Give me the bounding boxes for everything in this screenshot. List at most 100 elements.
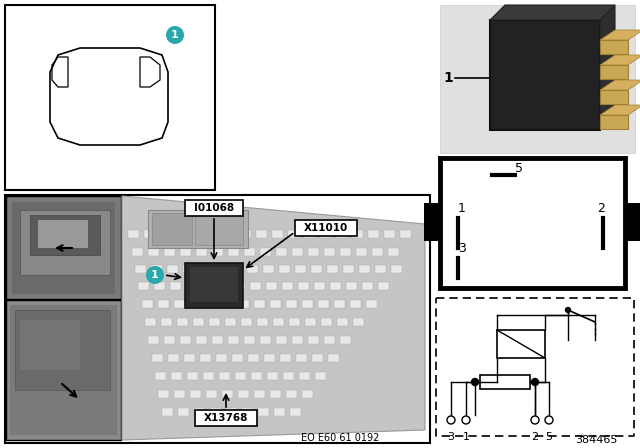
Bar	[304, 230, 315, 238]
Bar	[424, 203, 440, 241]
Bar	[161, 318, 172, 326]
Bar	[368, 230, 379, 238]
Bar	[336, 230, 347, 238]
Bar	[315, 372, 326, 380]
Text: X11010: X11010	[304, 223, 348, 233]
Bar	[180, 248, 191, 256]
Bar	[203, 372, 214, 380]
Bar	[276, 336, 287, 344]
Bar	[600, 90, 628, 104]
Bar	[270, 300, 281, 308]
Bar	[264, 354, 275, 362]
Bar	[176, 230, 187, 238]
Bar	[353, 318, 364, 326]
Polygon shape	[600, 30, 640, 40]
Polygon shape	[600, 55, 640, 65]
Bar	[260, 248, 271, 256]
Bar	[625, 203, 640, 241]
Bar	[195, 213, 243, 245]
Bar	[192, 230, 203, 238]
Bar	[209, 318, 220, 326]
Bar	[295, 265, 306, 273]
Bar	[324, 336, 335, 344]
Bar	[202, 282, 213, 290]
Circle shape	[472, 379, 479, 385]
Bar	[391, 265, 402, 273]
Bar	[148, 248, 159, 256]
Bar	[305, 318, 316, 326]
Bar	[356, 248, 367, 256]
Bar	[38, 220, 88, 248]
Bar	[128, 230, 139, 238]
Bar	[247, 265, 258, 273]
Bar	[318, 300, 329, 308]
Bar	[148, 336, 159, 344]
Bar	[295, 220, 357, 236]
Bar	[244, 248, 255, 256]
Bar	[162, 408, 173, 416]
Bar	[378, 282, 389, 290]
Bar	[320, 230, 331, 238]
Bar	[183, 265, 194, 273]
Bar	[346, 282, 357, 290]
Bar	[187, 372, 198, 380]
Bar	[258, 408, 269, 416]
Bar	[274, 408, 285, 416]
Bar	[242, 408, 253, 416]
Bar	[440, 5, 635, 153]
Text: 5: 5	[545, 432, 552, 442]
Bar	[273, 318, 284, 326]
Bar	[311, 265, 322, 273]
Bar	[296, 354, 307, 362]
Bar	[194, 408, 205, 416]
Text: X13768: X13768	[204, 413, 248, 423]
Bar	[280, 354, 291, 362]
Bar	[185, 263, 243, 308]
Text: EO E60 61 0192: EO E60 61 0192	[301, 433, 379, 443]
Text: 1: 1	[444, 71, 453, 85]
Bar	[327, 265, 338, 273]
Bar	[292, 336, 303, 344]
Circle shape	[531, 379, 538, 385]
Bar	[321, 318, 332, 326]
Bar	[289, 318, 300, 326]
Bar	[168, 354, 179, 362]
Bar	[174, 390, 185, 398]
Bar	[302, 390, 313, 398]
Bar	[196, 336, 207, 344]
Circle shape	[447, 416, 455, 424]
Bar	[238, 390, 249, 398]
Bar	[250, 282, 261, 290]
Bar	[212, 248, 223, 256]
Bar	[12, 202, 115, 294]
Bar	[225, 318, 236, 326]
Bar	[292, 248, 303, 256]
Bar	[148, 210, 248, 248]
Bar	[171, 372, 182, 380]
Bar	[206, 390, 217, 398]
Bar	[232, 354, 243, 362]
Bar	[330, 282, 341, 290]
Bar	[267, 372, 278, 380]
Text: 3: 3	[447, 432, 454, 442]
Bar	[20, 320, 80, 370]
Bar	[254, 390, 265, 398]
Bar	[288, 230, 299, 238]
Bar	[185, 200, 243, 216]
Bar	[302, 300, 313, 308]
Bar	[366, 300, 377, 308]
Text: 1: 1	[458, 202, 466, 215]
Bar	[184, 354, 195, 362]
Bar	[167, 265, 178, 273]
Bar	[343, 265, 354, 273]
Polygon shape	[600, 105, 640, 115]
Circle shape	[146, 266, 164, 284]
Bar	[337, 318, 348, 326]
Bar	[177, 318, 188, 326]
Bar	[359, 265, 370, 273]
Bar	[20, 210, 110, 275]
Bar	[135, 265, 146, 273]
Bar	[440, 158, 625, 288]
Bar	[256, 230, 267, 238]
Bar	[600, 115, 628, 129]
